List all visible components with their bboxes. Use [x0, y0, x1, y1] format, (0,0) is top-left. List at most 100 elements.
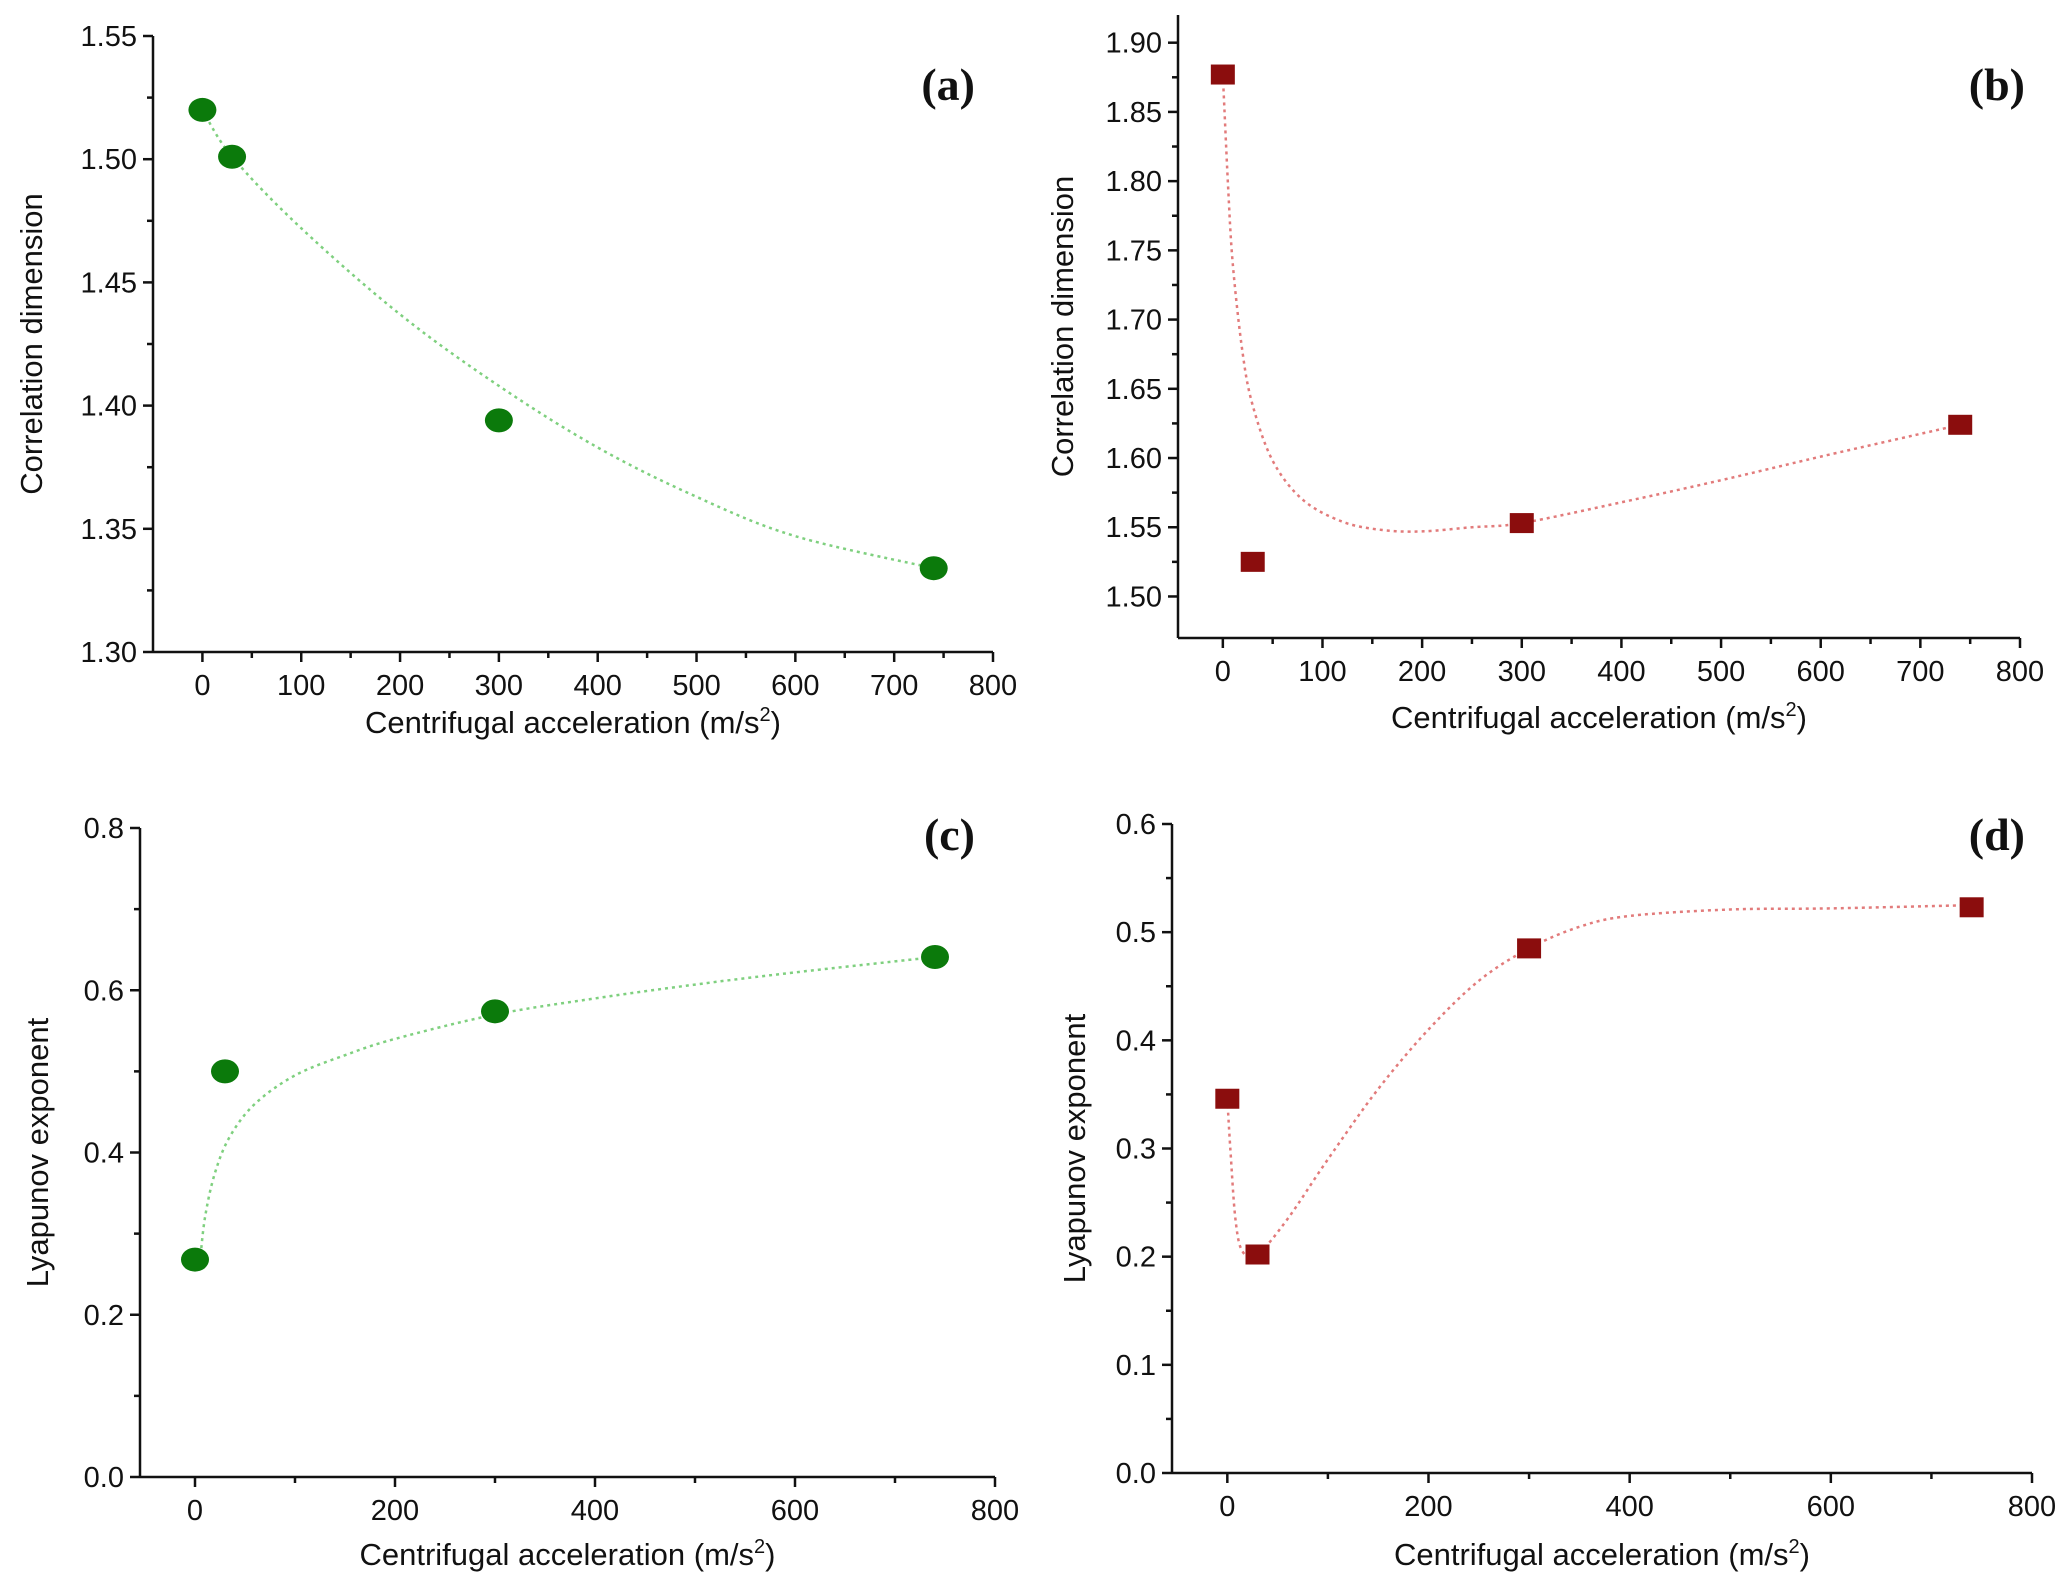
trend-line: [1226, 903, 1972, 1259]
y-tick-label: 1.90: [1106, 28, 1162, 60]
x-tick-label: 0: [1219, 1491, 1235, 1523]
y-tick-label: 1.50: [81, 144, 137, 176]
y-tick-label: 0.4: [84, 1138, 124, 1170]
x-tick-label: 800: [1996, 656, 2044, 688]
x-axis-title-close: ): [1797, 700, 1807, 735]
x-axis-title-superscript: 2: [754, 1536, 765, 1558]
x-tick-label: 300: [475, 670, 523, 702]
x-axis-title: Centrifugal acceleration (m/s2): [1394, 1536, 1810, 1572]
y-tick-label: 0.0: [1116, 1458, 1156, 1490]
x-axis-title-text: Centrifugal acceleration (m/s: [359, 1537, 754, 1572]
x-axis-title-close: ): [765, 1537, 775, 1572]
y-tick-label: 0.2: [1116, 1242, 1156, 1274]
trend-line: [198, 955, 936, 1263]
x-tick-label: 600: [1807, 1491, 1855, 1523]
data-point: [484, 408, 513, 433]
data-point: [1509, 513, 1534, 534]
panel-d: 0 200 400 600 800 0.0 0.1 0.2 0.3 0.4 0.5 0.6 Centri…: [1057, 809, 2056, 1572]
x-tick-label: 0: [187, 1495, 203, 1527]
data-point: [218, 144, 247, 169]
x-tick-label: 400: [571, 1495, 619, 1527]
data-point: [188, 97, 217, 122]
data-point: [1245, 1244, 1270, 1265]
data-point: [919, 556, 948, 581]
x-tick-label: 400: [1597, 656, 1645, 688]
data-point: [1517, 938, 1542, 959]
x-tick-label: 300: [1498, 656, 1546, 688]
x-axis-title-superscript: 2: [1786, 699, 1797, 721]
y-tick-label: 1.70: [1106, 305, 1162, 337]
x-tick-label: 500: [1697, 656, 1745, 688]
x-axis-title-text: Centrifugal acceleration (m/s: [1394, 1537, 1789, 1572]
y-axis-title: Correlation dimension: [1045, 176, 1080, 478]
x-tick-label: 100: [277, 670, 325, 702]
data-point: [1948, 414, 1973, 435]
y-tick-label: 1.80: [1106, 166, 1162, 198]
x-axis-title-superscript: 2: [760, 704, 771, 726]
y-tick-label: 0.2: [84, 1300, 124, 1332]
x-axis-title: Centrifugal acceleration (m/s2): [359, 1536, 775, 1572]
data-point: [1210, 64, 1235, 85]
x-tick-label: 800: [2008, 1491, 2056, 1523]
y-tick-label: 1.65: [1106, 374, 1162, 406]
data-point: [921, 944, 949, 969]
x-tick-label: 200: [371, 1495, 419, 1527]
y-tick-label: 1.40: [81, 391, 137, 423]
panel-label: (a): [921, 59, 975, 110]
data-point: [211, 1059, 239, 1084]
panel-c: 0 200 400 600 800 0.0 0.2 0.4 0.6 0.8 Centrifugal …: [20, 809, 1019, 1572]
x-tick-label: 0: [194, 670, 210, 702]
panel-label: (b): [1969, 59, 2025, 110]
y-tick-label: 1.55: [1106, 512, 1162, 544]
x-tick-label: 700: [870, 670, 918, 702]
x-axis-title-close: ): [771, 705, 781, 740]
x-tick-label: 700: [1896, 656, 1944, 688]
x-axis-title: Centrifugal acceleration (m/s2): [1391, 699, 1807, 735]
y-tick-label: 1.35: [81, 514, 137, 546]
x-tick-label: 500: [672, 670, 720, 702]
x-axis-title-text: Centrifugal acceleration (m/s: [1391, 700, 1786, 735]
y-tick-label: 1.75: [1106, 235, 1162, 267]
trend-line: [1221, 74, 1961, 533]
x-tick-label: 400: [574, 670, 622, 702]
y-tick-label: 0.0: [84, 1462, 124, 1494]
y-axis-title: Correlation dimension: [14, 193, 49, 495]
x-tick-label: 200: [1398, 656, 1446, 688]
y-tick-label: 0.3: [1116, 1134, 1156, 1166]
data-point: [1959, 897, 1984, 918]
data-point: [1240, 551, 1265, 572]
x-tick-label: 400: [1605, 1491, 1653, 1523]
y-tick-label: 0.5: [1116, 917, 1156, 949]
y-tick-label: 0.1: [1116, 1350, 1156, 1382]
x-axis-title-superscript: 2: [1789, 1536, 1800, 1558]
x-tick-label: 800: [971, 1495, 1019, 1527]
x-axis-title-close: ): [1800, 1537, 1810, 1572]
panel-a: 0 100 200 300 400 500 600 700 800 1.30 1.35 1.40 1.4…: [14, 21, 1017, 740]
y-tick-label: 1.50: [1106, 581, 1162, 613]
y-axis-title: Lyapunov exponent: [1057, 1013, 1092, 1283]
data-point: [481, 999, 509, 1024]
x-axis-title-text: Centrifugal acceleration (m/s: [365, 705, 760, 740]
x-tick-label: 600: [771, 1495, 819, 1527]
y-tick-label: 1.45: [81, 267, 137, 299]
panel-label: (d): [1969, 809, 2025, 860]
y-tick-label: 1.30: [81, 637, 137, 669]
x-tick-label: 0: [1215, 656, 1231, 688]
y-tick-label: 0.4: [1116, 1025, 1156, 1057]
x-axis-title: Centrifugal acceleration (m/s2): [365, 704, 781, 740]
y-axis-title: Lyapunov exponent: [20, 1017, 55, 1287]
data-point: [1215, 1088, 1240, 1109]
x-tick-label: 600: [771, 670, 819, 702]
y-tick-label: 0.6: [84, 975, 124, 1007]
panel-label: (c): [924, 809, 975, 860]
x-tick-label: 100: [1298, 656, 1346, 688]
trend-line: [201, 109, 934, 570]
y-tick-label: 1.85: [1106, 97, 1162, 129]
y-tick-label: 0.6: [1116, 809, 1156, 841]
y-tick-label: 0.8: [84, 813, 124, 845]
y-tick-label: 1.55: [81, 21, 137, 53]
x-tick-label: 800: [969, 670, 1017, 702]
panel-b: 0 100 200 300 400 500 600 700 800 1.50 1.55 1.60 1.6…: [1045, 15, 2044, 735]
data-point: [181, 1247, 209, 1272]
